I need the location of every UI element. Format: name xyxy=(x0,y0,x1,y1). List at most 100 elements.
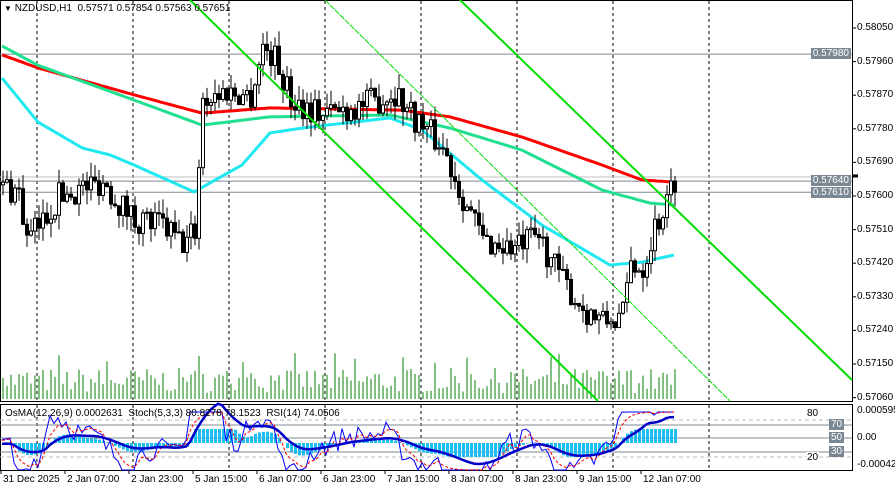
osma-bar xyxy=(118,443,121,448)
osma-bar xyxy=(662,429,665,443)
sub-axis-bottom: -0.000428 xyxy=(857,459,895,470)
candle xyxy=(129,205,133,232)
price-level-label: 0.57640 xyxy=(810,175,851,187)
sub-axis-zero: 0.00 xyxy=(857,432,877,443)
candle xyxy=(497,233,501,253)
osma-bar xyxy=(78,436,81,443)
candle-body xyxy=(277,45,281,75)
osma-bar xyxy=(490,443,493,457)
candle-body xyxy=(465,206,469,212)
candle-body xyxy=(261,43,265,66)
candle-body xyxy=(349,109,353,122)
osma-bar xyxy=(262,431,265,443)
candle-body xyxy=(181,231,185,254)
rsi-line xyxy=(1,402,675,466)
candle-body xyxy=(377,96,381,114)
osma-bar xyxy=(442,443,445,456)
candle xyxy=(261,33,265,77)
candle-body xyxy=(241,94,245,106)
candle-body xyxy=(141,212,145,234)
candle-body xyxy=(625,282,629,303)
candle-body xyxy=(77,184,81,205)
osma-bar xyxy=(210,429,213,443)
price-axis-label: 0.57240 xyxy=(857,324,894,336)
time-axis-label: 8 Jan 23:00 xyxy=(515,474,568,485)
candle-body xyxy=(113,203,117,207)
osma-bar xyxy=(74,435,77,443)
candle xyxy=(45,202,49,226)
price-axis-label: 0.57690 xyxy=(857,156,894,168)
candle-body xyxy=(97,180,101,196)
candle-body xyxy=(209,101,213,106)
candle xyxy=(557,245,561,283)
candle xyxy=(233,82,237,102)
candle xyxy=(169,220,173,249)
candle xyxy=(393,86,397,120)
candle xyxy=(493,241,497,258)
osma-bar xyxy=(434,443,437,454)
osma-bar xyxy=(458,443,461,457)
candle-body xyxy=(353,109,357,120)
candle xyxy=(101,174,105,202)
open-value: 0.57571 xyxy=(77,3,114,14)
candle xyxy=(381,94,385,117)
osma-bar xyxy=(290,443,293,452)
candle xyxy=(637,267,641,273)
symbol-header: ▼ NZDUSD,H1 0.57571 0.57854 0.57563 0.57… xyxy=(4,3,230,14)
candle xyxy=(329,90,333,117)
candle xyxy=(117,205,121,228)
candle-body xyxy=(29,230,33,236)
candle-body xyxy=(325,107,329,117)
candle xyxy=(405,103,409,120)
candle-body xyxy=(613,321,617,329)
candle-body xyxy=(333,104,337,108)
candle xyxy=(1,170,5,196)
osma-bar xyxy=(646,429,649,443)
osma-bar xyxy=(482,443,485,457)
candle-body xyxy=(633,260,637,273)
candle-body xyxy=(533,227,537,236)
sub-axis-70: 70 xyxy=(829,419,845,430)
candle xyxy=(113,194,117,208)
candle xyxy=(149,208,153,242)
osma-bar xyxy=(154,443,157,449)
candle-body xyxy=(441,147,445,150)
time-axis-label: 6 Jan 23:00 xyxy=(323,474,376,485)
dropdown-triangle-icon[interactable]: ▼ xyxy=(4,4,12,13)
time-axis-label: 31 Dec 2025 xyxy=(3,474,60,485)
candle xyxy=(517,222,521,252)
osma-bar xyxy=(446,443,449,457)
candle xyxy=(365,83,369,119)
candle-body xyxy=(453,176,457,182)
candle-body xyxy=(357,100,361,120)
osma-bar xyxy=(294,443,297,454)
candle xyxy=(241,89,245,106)
candle-body xyxy=(493,242,497,255)
candle-body xyxy=(501,248,505,254)
candle xyxy=(17,178,21,201)
osma-bar xyxy=(38,443,41,454)
osma-bar xyxy=(42,443,45,452)
candle xyxy=(13,184,17,206)
candle-body xyxy=(421,113,425,130)
osma-bar xyxy=(502,443,505,454)
candle-body xyxy=(293,106,297,111)
candle-body xyxy=(461,196,465,212)
candle-body xyxy=(189,223,193,238)
candle xyxy=(437,137,441,156)
candle-body xyxy=(33,217,37,232)
osma-bar xyxy=(170,443,173,449)
candle-body xyxy=(573,302,577,306)
candle-body xyxy=(217,93,221,100)
candle xyxy=(9,170,13,206)
osma-bar xyxy=(314,443,317,452)
candle-body xyxy=(145,211,149,214)
candle xyxy=(573,297,577,310)
candle xyxy=(157,200,161,226)
osma-bar xyxy=(526,443,529,444)
candle xyxy=(209,98,213,115)
candle-body xyxy=(365,89,369,108)
candle xyxy=(369,78,373,97)
